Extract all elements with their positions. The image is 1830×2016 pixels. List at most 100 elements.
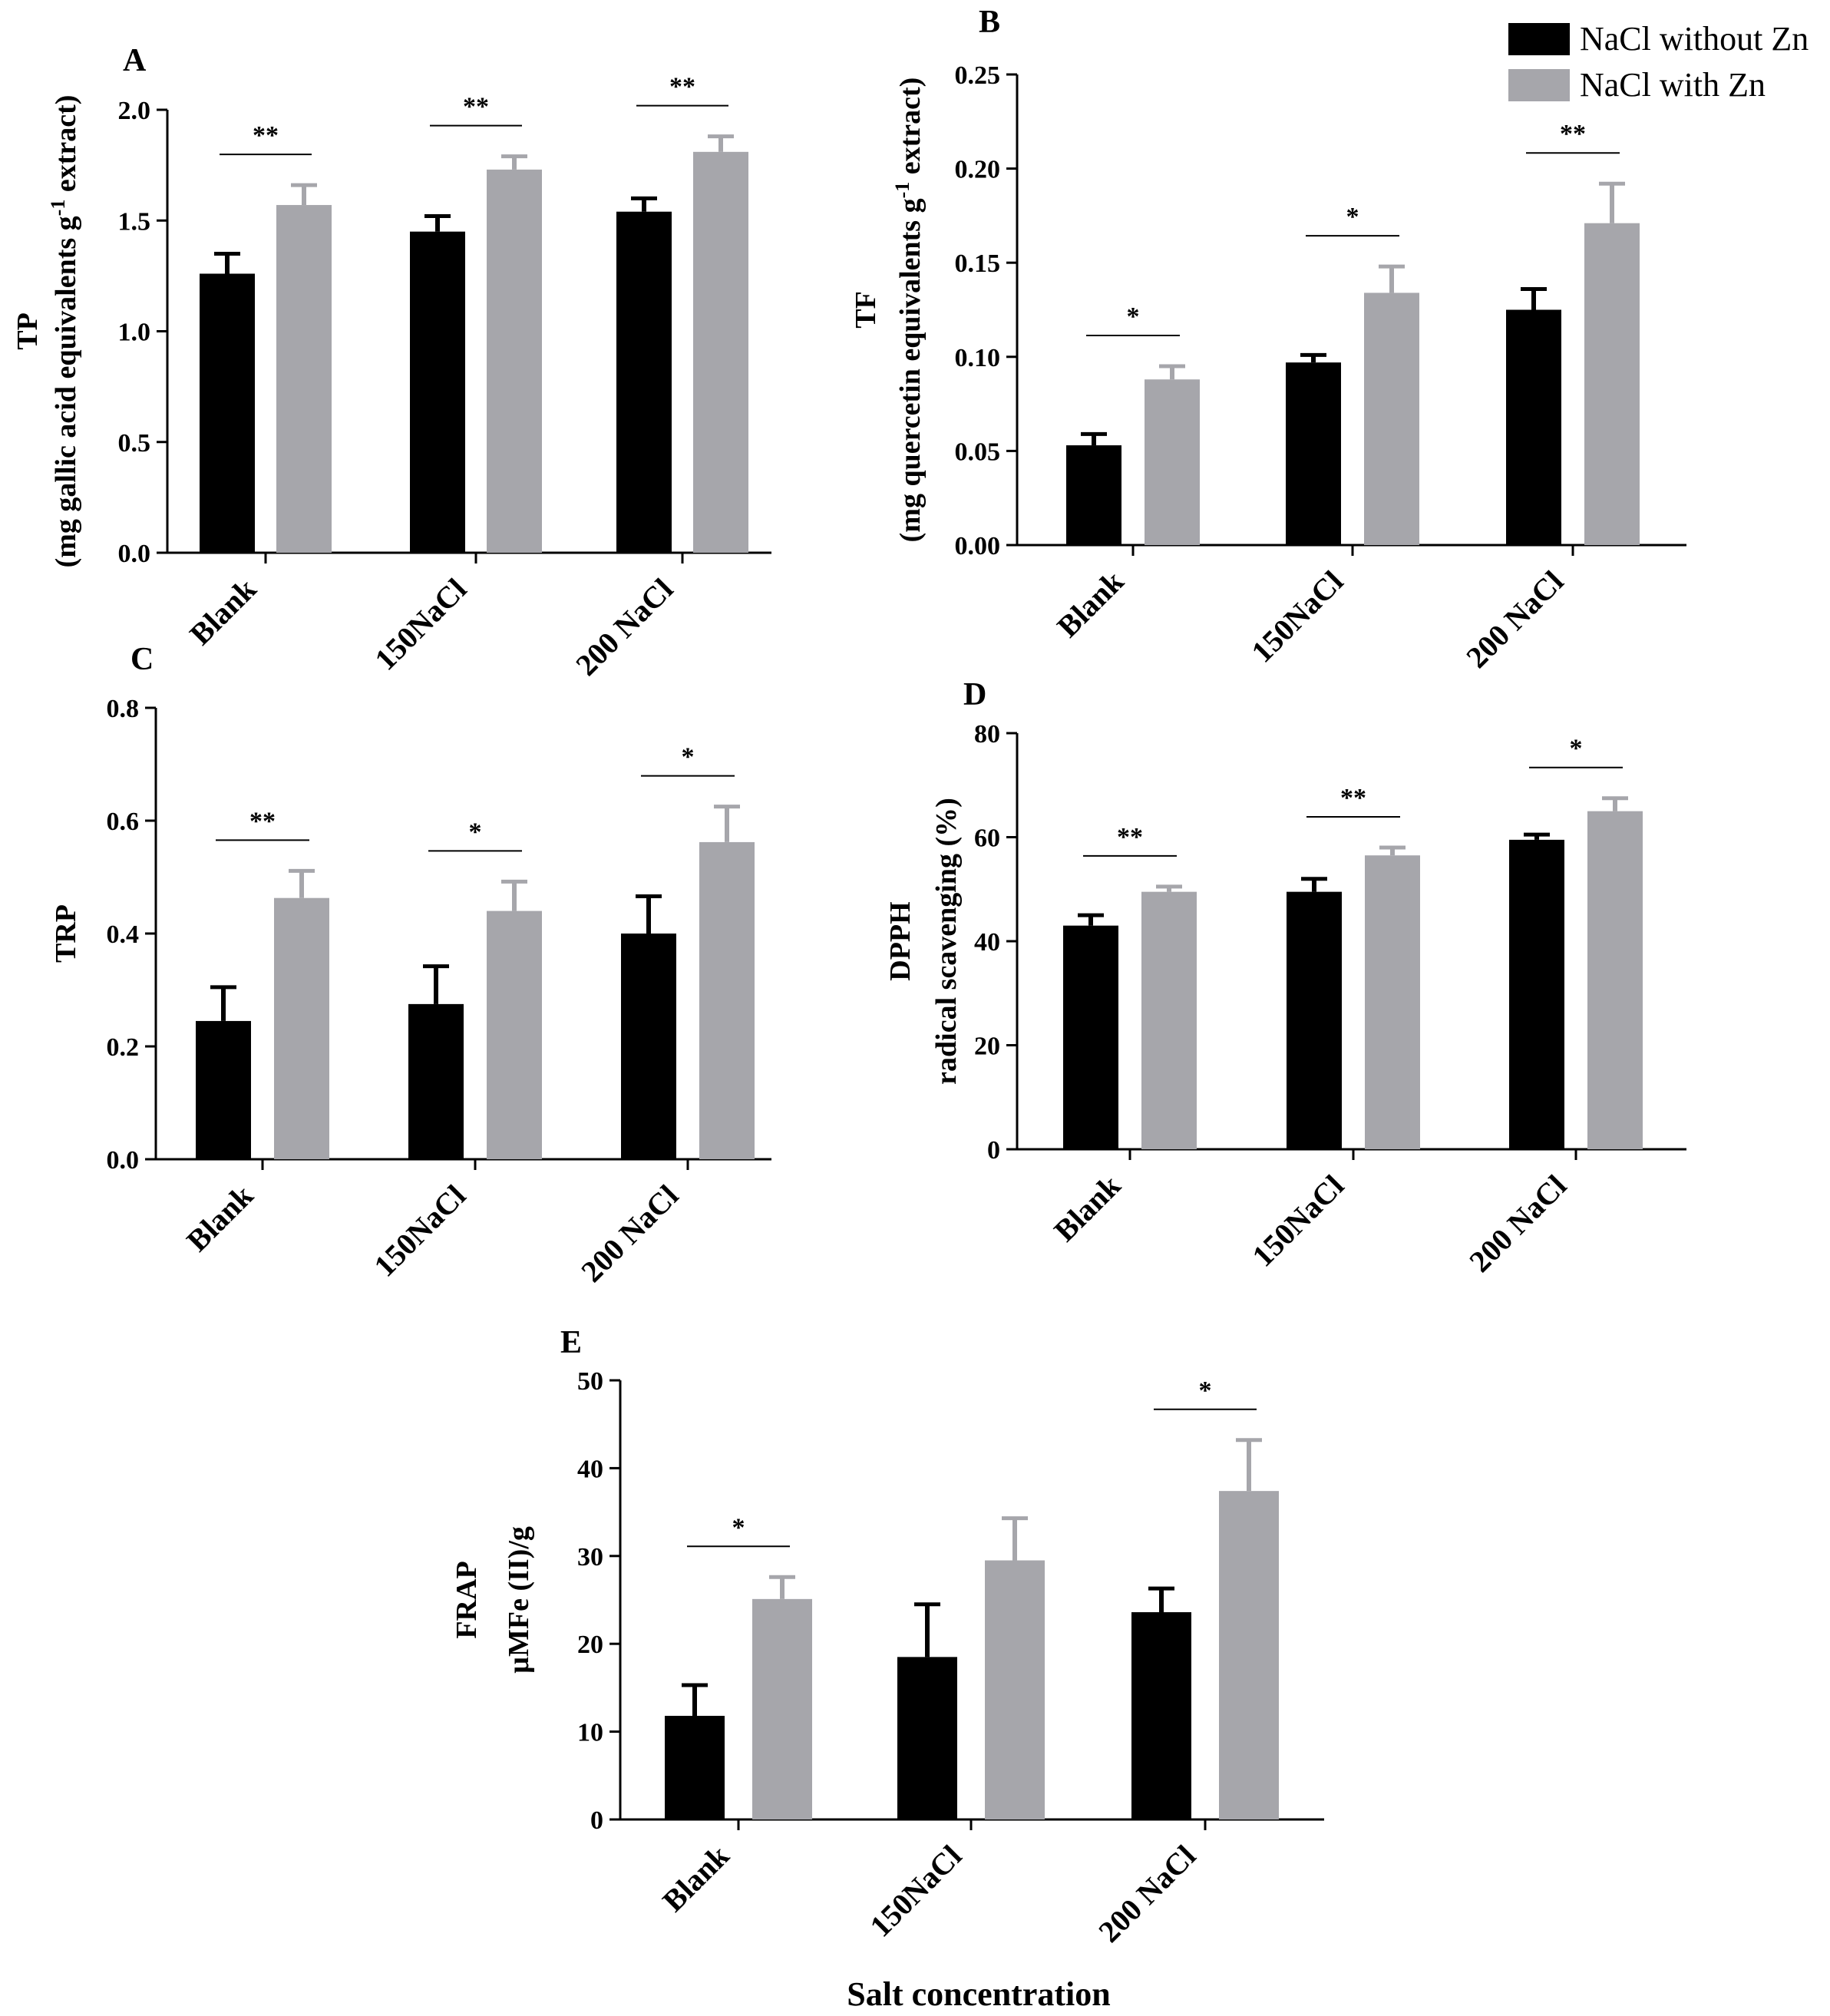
y-tick-label: 0.2 [107,1033,140,1062]
y-tick-label: 0.8 [107,695,140,723]
significance-label: * [1199,1376,1212,1405]
y-tick-label: 0.00 [955,532,1001,560]
x-tick-label: 200 NaCl [574,1178,685,1289]
legend-swatch-with-zn [1508,69,1570,101]
panel-e: E 0 10 20 30 40 50 Blank * 150NaCl 200 NaCl * FRAP µM… [451,1325,1324,1949]
bar-with-zn [487,911,542,1159]
panel-label: B [979,5,1000,40]
bar-without-zn [1287,891,1342,1149]
y-tick-label: 0 [987,1136,1000,1165]
bar-with-zn [699,841,755,1159]
significance-label: ** [1560,120,1586,148]
bar-with-zn [1145,379,1200,545]
y-tick-label: 0.4 [107,920,140,949]
panel-d: D 0 20 40 60 80 Blank ** 150NaCl ** 200 NaCl * DPPH r… [884,677,1686,1279]
bar-with-zn [1364,292,1419,545]
x-tick-label: 150NaCl [863,1839,968,1944]
bar-with-zn [1219,1491,1279,1819]
x-tick-label: Blank [656,1838,736,1919]
significance-label: ** [1117,823,1143,851]
significance-label: * [1570,735,1583,763]
bar-with-zn [274,897,329,1159]
x-tick-label: 200 NaCl [1459,564,1570,675]
x-tick-label: Blank [180,1178,260,1258]
y-tick-label: 0.05 [955,438,1001,466]
legend-label-without-zn: NaCl without Zn [1580,20,1809,58]
y-axis-label: FRAP [451,1561,483,1638]
significance-label: * [732,1513,745,1542]
y-tick-label: 80 [974,720,1000,749]
bar-with-zn [693,151,748,553]
bar-without-zn [1509,839,1564,1149]
y-tick-label: 0.6 [107,808,140,836]
panel-label: E [560,1325,582,1360]
x-tick-label: 200 NaCl [1462,1168,1573,1279]
x-tick-label: 150NaCl [368,572,473,677]
bar-with-zn [1141,891,1197,1149]
x-tick-label: Blank [1050,563,1131,644]
y-tick-label: 20 [974,1033,1000,1061]
y-axis-label: DPPH [884,901,917,980]
bar-without-zn [1286,362,1341,545]
panel-c: C 0.0 0.2 0.4 0.6 0.8 Blank ** 150NaCl * 200 NaCl *… [50,642,771,1289]
legend-label-with-zn: NaCl with Zn [1580,66,1766,104]
x-tick-label: 200 NaCl [569,572,679,682]
bar-without-zn [616,211,672,553]
y-tick-label: 0.0 [118,540,151,568]
y-tick-label: 0.10 [955,344,1001,372]
significance-label: * [469,818,482,846]
x-tick-label: 200 NaCl [1092,1839,1202,1949]
significance-label: * [682,743,695,772]
significance-label: * [1127,302,1140,331]
bar-with-zn [487,169,542,553]
y-tick-label: 0.15 [955,250,1001,278]
bar-without-zn [665,1716,725,1819]
y-tick-label: 0.0 [107,1146,140,1175]
bar-without-zn [621,934,676,1159]
y-tick-label: 10 [577,1719,603,1747]
bar-without-zn [1506,309,1561,545]
x-tick-label: Blank [183,571,263,652]
panel-label: D [963,677,986,712]
bar-with-zn [752,1598,812,1819]
significance-label: ** [249,807,276,835]
y-tick-label: 0.5 [118,429,151,458]
bar-without-zn [1063,925,1118,1149]
y-axis-label: TP [12,312,44,350]
x-axis-title: Salt concentration [847,1975,1110,2013]
x-tick-label: 150NaCl [367,1178,472,1284]
y-axis-label-units: (mg gallic acid equivalents g-1 extract) [47,95,82,568]
y-tick-label: 30 [577,1543,603,1571]
legend: NaCl without Zn NaCl with Zn [1508,20,1809,104]
bar-without-zn [408,1003,464,1159]
significance-label: ** [1340,784,1366,812]
y-tick-label: 1.0 [118,319,151,347]
significance-label: ** [253,121,279,150]
bar-without-zn [1131,1612,1191,1819]
bar-with-zn [1365,855,1420,1149]
y-axis-label: TF [850,291,882,329]
y-axis-label-units: (mg quercetin equivalents g-1 extract) [891,78,927,543]
bar-without-zn [196,1020,251,1159]
y-tick-label: 2.0 [118,97,151,125]
significance-label: * [1346,203,1359,231]
bar-without-zn [200,273,255,553]
y-tick-label: 40 [974,928,1000,957]
panel-a: A 0.0 0.5 1.0 1.5 2.0 Blank ** 150NaCl ** 200 NaCl… [12,43,771,682]
bar-without-zn [897,1657,957,1819]
significance-label: ** [463,93,489,121]
y-tick-label: 0.20 [955,156,1001,184]
y-tick-label: 20 [577,1631,603,1659]
y-tick-label: 60 [974,825,1000,853]
panel-b: B 0.00 0.05 0.10 0.15 0.20 0.25 Blank * 150NaCl * 2… [850,5,1686,675]
y-axis-label-units: µMFe (II)/g [503,1526,535,1674]
bar-without-zn [1066,445,1121,545]
y-tick-label: 0 [590,1806,603,1835]
y-tick-label: 1.5 [118,207,151,236]
x-tick-label: Blank [1047,1168,1128,1248]
panel-label: A [123,43,147,78]
bar-with-zn [1587,811,1643,1149]
significance-label: ** [669,73,695,101]
panel-label: C [130,642,154,677]
